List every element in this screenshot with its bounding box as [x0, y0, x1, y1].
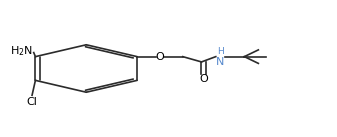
- Text: H$_2$N: H$_2$N: [10, 44, 33, 58]
- Text: O: O: [156, 52, 164, 62]
- Text: O: O: [199, 74, 208, 84]
- Text: N: N: [216, 57, 224, 67]
- Text: H: H: [217, 47, 224, 56]
- Text: Cl: Cl: [27, 97, 37, 107]
